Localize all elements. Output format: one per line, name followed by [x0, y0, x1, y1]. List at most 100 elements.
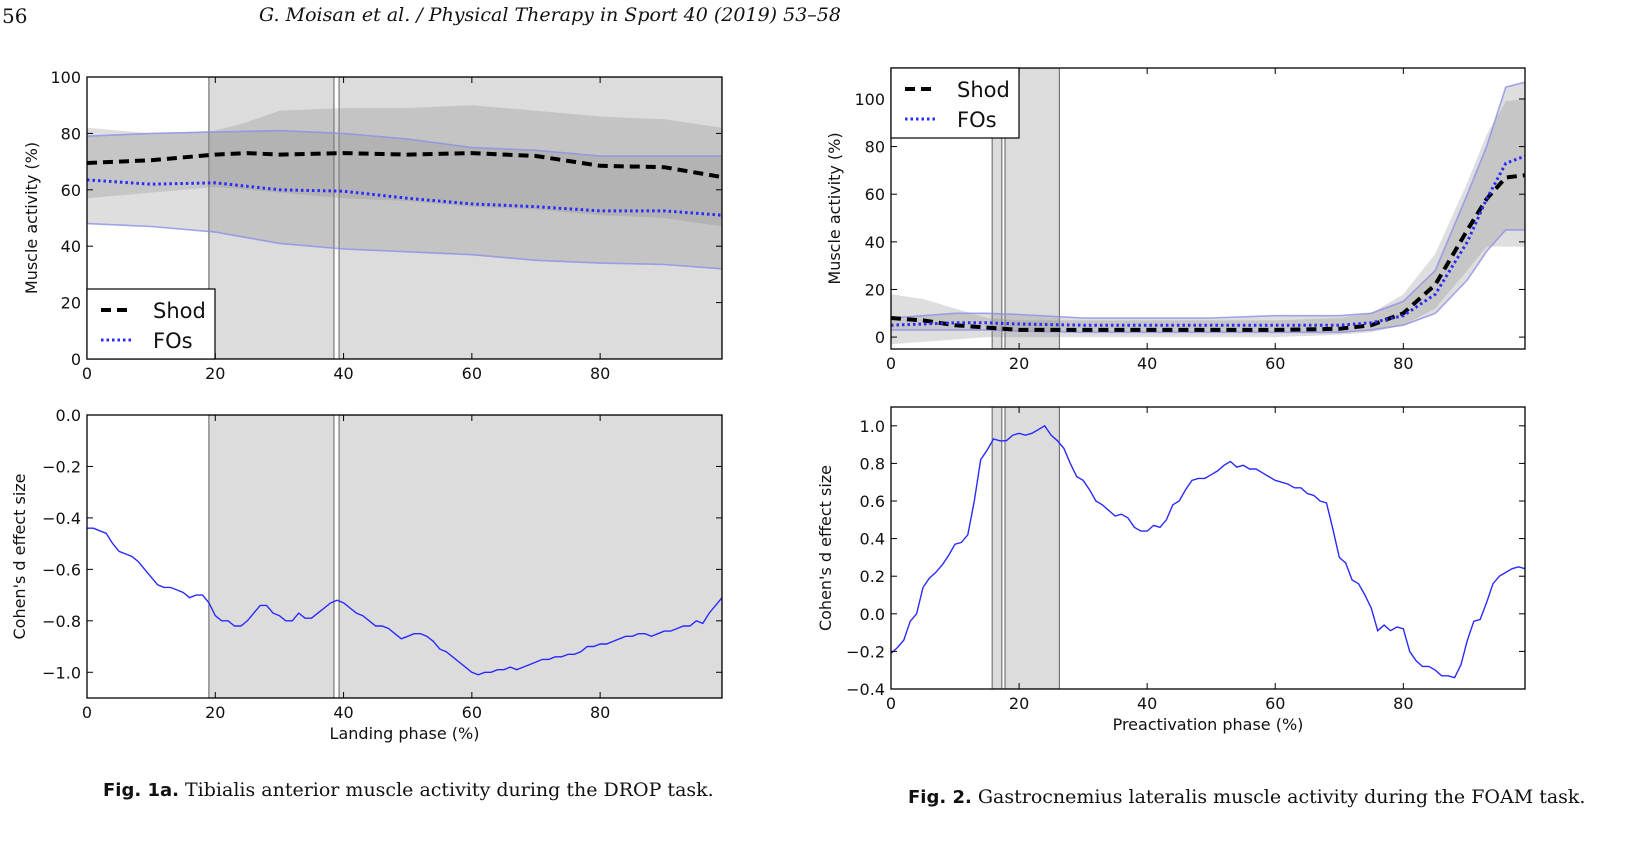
- fig1a-bottom-ytick-label: −1.0: [42, 663, 81, 682]
- fig2-bottom-ytick-label: 0.4: [860, 530, 885, 549]
- fig2-bottom-significance-region-1: [1004, 407, 1061, 689]
- fig1a-bottom-xtick-label: 80: [590, 703, 610, 722]
- fig1a-bottom-frame: [86, 414, 723, 699]
- fig1a-top-band-0: [87, 105, 722, 227]
- fig2-top-xtick-label: 0: [886, 354, 896, 373]
- fig1a-top-xtick-label: 20: [205, 364, 225, 383]
- fig2-top-band-0: [891, 99, 1525, 345]
- fig2-bottom-ytick-label: −0.4: [846, 680, 885, 699]
- fig1a-top-xtick-label: 40: [333, 364, 353, 383]
- fig2-bottom-significance-region-0: [991, 407, 1003, 689]
- fig2-bottom-frame: [890, 406, 1526, 690]
- fig2-bottom-xtick-label: 60: [1265, 694, 1285, 713]
- figure-2-label: Fig. 2.: [908, 787, 972, 808]
- fig1a-top-band-upper-line: [87, 129, 722, 157]
- fig2-top-ytick-label: 60: [865, 185, 885, 204]
- fig1a-bottom-significance-region-0: [208, 415, 335, 698]
- fig1a-top-legend-shod-label: Shod: [153, 299, 206, 323]
- fig1a-top-ytick-label: 100: [50, 68, 81, 87]
- fig2-top-xtick-label: 40: [1137, 354, 1157, 373]
- fig2-top-band-lower-line: [891, 229, 1525, 334]
- fig1a-bottom-ytick-label: 0.0: [56, 406, 81, 425]
- fig1a-bottom-xtick-label: 0: [82, 703, 92, 722]
- fig2-top-significance-region-0: [991, 68, 1003, 349]
- figure-2-caption: Fig. 2. Gastrocnemius lateralis muscle a…: [908, 786, 1585, 808]
- fig1a-top-legend-box: [86, 288, 216, 360]
- fig2-top-ytick-label: 80: [865, 138, 885, 157]
- fig2-bottom-ytick-label: 1.0: [860, 417, 885, 436]
- fig1a-top-significance-region-0: [208, 77, 335, 359]
- fig2-top-legend-shod-label: Shod: [957, 78, 1010, 102]
- fig1a-top-ytick-label: 20: [61, 294, 81, 313]
- fig2-bottom-background: [891, 407, 1525, 689]
- fig2-bottom-chart: 0 20 40 60 80 1.0 0.8 0.6 0.4 0.2 0.0 −0.2 −0.4 Cohen…: [816, 406, 1526, 734]
- fig2-top-xtick-label: 80: [1393, 354, 1413, 373]
- fig2-bottom-ytick-label: 0.8: [860, 454, 885, 473]
- fig1a-bottom-series-effect-size-line: [87, 527, 722, 676]
- figure-2-caption-text: Gastrocnemius lateralis muscle activity …: [971, 786, 1586, 808]
- fig2-top-xtick-label: 20: [1009, 354, 1029, 373]
- fig1a-top-ytick-label: 40: [61, 237, 81, 256]
- fig2-bottom-ylabel: Cohen's d effect size: [816, 465, 835, 631]
- fig2-top-band-upper-line: [891, 81, 1525, 319]
- figure-1a-caption: Fig. 1a. Tibialis anterior muscle activi…: [103, 779, 714, 801]
- fig1a-top-xtick-label: 80: [590, 364, 610, 383]
- fig1a-bottom-ytick-label: −0.6: [42, 560, 81, 579]
- fig1a-bottom-ytick-label: −0.4: [42, 509, 81, 528]
- fig1a-bottom-significance-region-1: [338, 415, 722, 698]
- fig2-bottom-ytick-label: −0.2: [846, 642, 885, 661]
- fig1a-top-xtick-label: 60: [462, 364, 482, 383]
- fig1a-top-band-1: [87, 130, 722, 269]
- fig2-bottom-xtick-label: 20: [1009, 694, 1029, 713]
- fig1a-bottom-ytick-label: −0.8: [42, 612, 81, 631]
- figure-1a-label: Fig. 1a.: [103, 780, 179, 801]
- fig1a-top-band-lower-line: [87, 222, 722, 270]
- fig2-bottom-series-effect-size-line: [891, 424, 1525, 679]
- fig2-bottom-xtick-label: 80: [1393, 694, 1413, 713]
- fig2-top-series-fos-line: [891, 154, 1525, 327]
- fig2-bottom-xtick-label: 0: [886, 694, 896, 713]
- fig1a-bottom-chart: 0 20 40 60 80 0.0 −0.2 −0.4 −0.6 −0.8 −1.0 Cohen's …: [10, 406, 723, 743]
- page-number: 56: [2, 4, 28, 28]
- fig2-top-ytick-label: 0: [875, 328, 885, 347]
- fig1a-top-series-fos-line: [87, 178, 722, 217]
- fig2-bottom-plot-area: [891, 407, 1525, 689]
- fig1a-top-frame: [86, 76, 723, 360]
- fig1a-top-ytick-label: 80: [61, 124, 81, 143]
- fig1a-top-legend-fos-label: FOs: [153, 329, 193, 353]
- fig1a-bottom-ytick-label: −0.2: [42, 457, 81, 476]
- fig2-top-chart: 0 20 40 60 80 0 20 40 60 80 100 Muscle activity (%)…: [825, 67, 1526, 373]
- fig1a-top-ytick-label: 0: [71, 350, 81, 369]
- figure-1a-caption-text: Tibialis anterior muscle activity during…: [178, 779, 714, 801]
- fig2-bottom-xlabel: Preactivation phase (%): [1113, 715, 1304, 734]
- fig2-top-significance-region-1: [1004, 68, 1061, 349]
- fig1a-top-ytick-label: 60: [61, 181, 81, 200]
- running-head: G. Moisan et al. / Physical Therapy in S…: [259, 4, 841, 26]
- fig2-bottom-ytick-label: 0.6: [860, 492, 885, 511]
- fig1a-bottom-plot-area: [87, 415, 722, 698]
- fig1a-top-legend: Shod FOs: [86, 288, 216, 360]
- fig1a-top-significance-region-1: [338, 77, 722, 359]
- fig2-top-ytick-label: 40: [865, 233, 885, 252]
- fig1a-bottom-xtick-label: 60: [462, 703, 482, 722]
- fig2-top-ytick-label: 20: [865, 280, 885, 299]
- fig1a-bottom-ylabel: Cohen's d effect size: [10, 473, 29, 639]
- fig1a-top-chart: 0 20 40 60 80 0 20 40 60 80 100 Muscle activity (%)…: [22, 68, 723, 383]
- fig2-bottom-ytick-label: 0.2: [860, 567, 885, 586]
- fig1a-top-series-shod-line: [87, 151, 722, 180]
- fig1a-top-ylabel: Muscle activity (%): [22, 142, 41, 294]
- fig2-top-series-shod-line: [891, 173, 1525, 332]
- fig1a-bottom-xtick-label: 40: [333, 703, 353, 722]
- fig1a-bottom-background: [87, 415, 722, 698]
- fig2-top-ytick-label: 100: [854, 90, 885, 109]
- fig2-top-legend: Shod FOs: [890, 67, 1020, 139]
- fig1a-bottom-xtick-label: 20: [205, 703, 225, 722]
- fig2-top-legend-box: [890, 67, 1020, 139]
- fig2-top-frame: [890, 67, 1526, 350]
- fig2-top-legend-fos-label: FOs: [957, 108, 997, 132]
- fig1a-top-xtick-label: 0: [82, 364, 92, 383]
- fig1a-bottom-xlabel: Landing phase (%): [330, 724, 480, 743]
- fig2-bottom-ytick-label: 0.0: [860, 605, 885, 624]
- fig2-top-ylabel: Muscle activity (%): [825, 132, 844, 284]
